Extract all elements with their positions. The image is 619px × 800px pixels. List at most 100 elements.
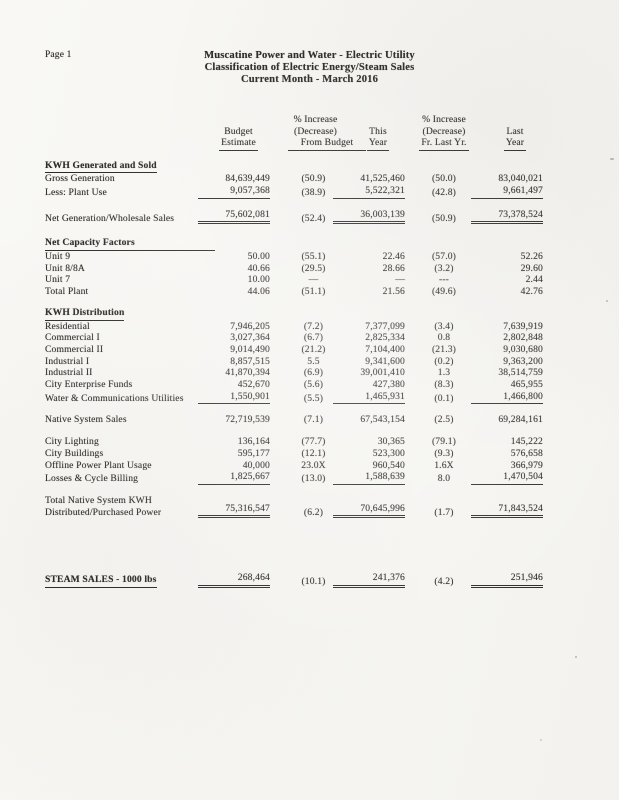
budget-value-text: 75,602,081 [198,209,270,225]
from-budget-value-text: (6.7) [303,332,324,344]
from-budget-value: (29.5) [270,263,343,275]
this-year-value-text: 241,376 [333,572,405,589]
from-budget-value-text: 23.0X [301,459,326,471]
table-section: KWH Generated and Sold Gross Generation 84… [45,160,545,225]
row-label-text: Net Generation/Wholesale Sales [45,212,175,224]
fr-last-yr-value: (3.4) [405,321,483,333]
from-budget-value-text: (6.2) [303,506,324,518]
fr-last-yr-value-text: (50.9) [431,212,457,224]
budget-value-text: 9,057,368 [198,185,270,199]
row-label-text: Losses & Cycle Billing [45,473,139,485]
budget-value-text: 75,316,547 [198,503,270,519]
last-year-value-text: 69,284,161 [498,414,543,426]
section-heading-text: Net Capacity Factors [45,237,215,252]
row-label-text: City Enterprise Funds [45,379,133,391]
from-budget-value-text: (77.7) [301,436,326,448]
from-budget-value-text: 5.5 [307,355,320,367]
fr-last-yr-value-text: 1.6X [434,459,454,471]
table-row: Industrial II 41,870,394 (6.9) 39,001,410 1.… [45,367,545,379]
row-label-text: Industrial II [45,367,93,379]
fr-last-yr-value-text: (21.3) [431,343,457,355]
col-header-text-underlined: Fr. Last Yr. [419,137,469,151]
fr-last-yr-value: 1.3 [405,367,483,379]
from-budget-value: (77.7) [270,436,343,448]
budget-value-text: 1,550,901 [198,391,270,405]
table-row: Less: Plant Use 9,057,368 (38.9) 5,522,321 (… [45,185,545,199]
fr-last-yr-value: (42.8) [405,187,483,199]
this-year-value: 21.56 [343,286,405,298]
last-year-value-text: 9,363,200 [503,355,543,367]
col-header-text: This [369,125,387,137]
row-label-text: City Buildings [45,447,104,459]
page-number: Page 1 [45,50,72,60]
last-year-value: 7,639,919 [483,321,543,333]
this-year-value: 7,377,099 [343,321,405,333]
col-header-text: Last [506,125,524,137]
fr-last-yr-value: 0.8 [405,332,483,344]
last-year-value: 145,222 [483,436,543,448]
row-label-text: Less: Plant Use [45,186,107,198]
last-year-value: 83,040,021 [483,173,543,185]
fr-last-yr-value-text: (3.4) [434,320,454,332]
budget-value: 41,870,394 [195,367,270,379]
from-budget-value-text: (29.5) [301,262,326,274]
row-label-text: Residential [45,320,90,332]
last-year-value-text: 576,658 [510,447,543,459]
last-year-value: 465,955 [483,379,543,391]
this-year-value: 2,825,334 [343,332,405,344]
this-year-value: — [343,274,405,286]
last-year-value-text: 9,661,497 [471,185,543,199]
col-header-text: % Increase [422,114,466,125]
row-label-text: Commercial II [45,343,104,355]
last-year-value-text: 73,378,524 [471,209,543,225]
row-label: Native System Sales [45,414,195,426]
from-budget-value: (38.9) [270,187,343,199]
from-budget-value-text: (7.2) [303,320,324,332]
this-year-value: 36,003,139 [333,209,405,225]
last-year-value-text: 1,466,800 [471,391,543,405]
row-label-line: Total Native System KWH [45,494,152,506]
from-budget-value: (6.9) [270,367,343,379]
last-year-value-text: 366,979 [510,459,543,471]
row-label: City Lighting [45,436,195,448]
from-budget-value-text: (50.9) [301,173,326,185]
fr-last-yr-value: (8.3) [405,379,483,391]
this-year-value-text: 41,525,460 [360,173,405,185]
budget-value-text: 7,946,205 [230,320,270,332]
this-year-value: 427,380 [343,379,405,391]
fr-last-yr-value: (79.1) [405,436,483,448]
budget-value: 7,946,205 [195,321,270,333]
this-year-value: 22.46 [343,251,405,263]
from-budget-value: — [270,274,343,286]
from-budget-value: (13.0) [270,473,343,485]
from-budget-value: (7.1) [270,414,343,426]
from-budget-value-text: (38.9) [301,186,326,198]
col-header-text-underlined: Year [366,137,390,151]
row-label-text: Offline Power Plant Usage [45,459,152,471]
last-year-value-text: 145,222 [510,436,543,448]
budget-value: 136,164 [195,436,270,448]
table-section: Net Capacity Factors Unit 9 50.00 (55.1) 22.… [45,237,545,298]
column-headers: Budget Estimate % Increase (Decrease) Fr… [45,114,545,151]
table-row: City Lighting 136,164 (77.7) 30,365 (79.1) 14… [45,436,545,448]
last-year-value: 1,470,504 [471,471,543,485]
budget-value-text: 10.00 [247,274,270,286]
last-year-value-text: 2.44 [525,274,543,286]
col-header-fr-last-yr: % Increase (Decrease) Fr. Last Yr. [405,114,483,151]
from-budget-value: (12.1) [270,448,343,460]
this-year-value-text: 9,341,600 [365,355,405,367]
last-year-value: 71,843,524 [471,503,543,519]
budget-value: 452,670 [195,379,270,391]
report-table: Budget Estimate % Increase (Decrease) Fr… [45,114,545,589]
fr-last-yr-value: (1.7) [405,507,483,519]
fr-last-yr-value-text: (3.2) [434,262,454,274]
fr-last-yr-value: 1.6X [405,460,483,472]
row-label-line: Distributed/Purchased Power [45,506,162,518]
col-header-text: (Decrease) [422,125,466,137]
table-row: Net Generation/Wholesale Sales 75,602,081… [45,209,545,225]
last-year-value: 29.60 [483,263,543,275]
this-year-value: 960,540 [343,460,405,472]
last-year-value: 9,363,200 [483,356,543,368]
table-row: Industrial I 8,857,515 5.5 9,341,600 (0.2) 9,… [45,356,545,368]
